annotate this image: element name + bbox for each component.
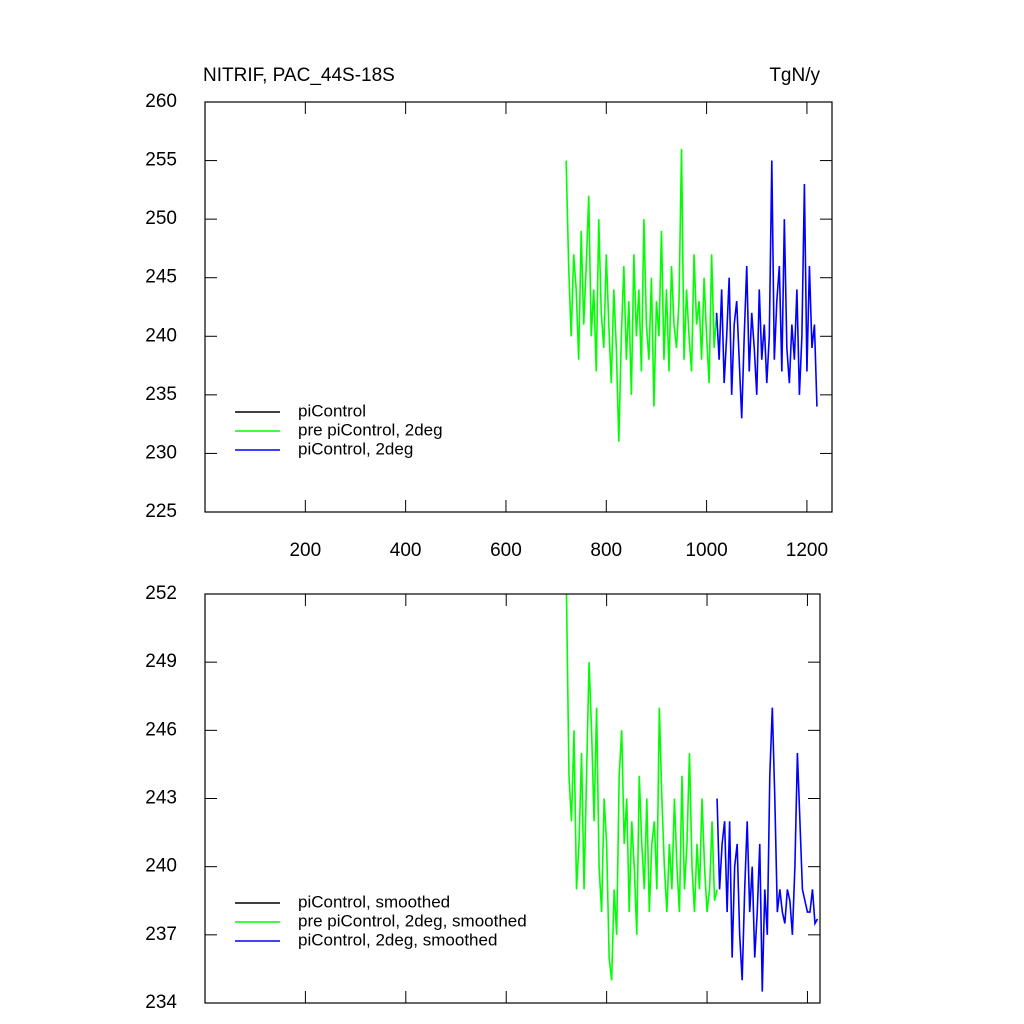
y-tick-label: 237 [145, 924, 177, 945]
y-tick-label: 250 [145, 208, 177, 229]
plot-frame [204, 101, 833, 513]
legend-label: pre piControl, 2deg [298, 420, 443, 439]
x-tick-label: 1000 [685, 540, 727, 561]
data-line [715, 160, 818, 419]
x-tick-label: 800 [590, 540, 622, 561]
chart-title: NITRIF, PAC_44S-18S [203, 65, 395, 86]
y-tick-label: 243 [145, 788, 177, 809]
x-tick-label: 1200 [786, 540, 828, 561]
plot: 234 237 240 243 246 249 252 piControl, smoothed… [145, 583, 821, 1013]
data-line [565, 148, 718, 442]
y-tick-label: 260 [145, 91, 177, 112]
y-tick-label: 252 [145, 583, 177, 604]
y-tick-label: 240 [145, 856, 177, 877]
y-tick-label: 240 [145, 325, 177, 346]
y-tick-label: 255 [145, 150, 177, 171]
y-tick-label: 234 [145, 992, 177, 1013]
y-tick-label: 249 [145, 651, 177, 672]
y-tick-label: 246 [145, 719, 177, 740]
legend-label: piControl, 2deg [298, 439, 413, 458]
data-line [565, 593, 718, 981]
y-tick-label: 245 [145, 267, 177, 288]
y-tick-label: 230 [145, 442, 177, 463]
legend-label: piControl [298, 401, 366, 420]
data-line [716, 707, 819, 992]
x-tick-label: 600 [490, 540, 522, 561]
legend-label: piControl, 2deg, smoothed [298, 930, 497, 949]
units-label: TgN/y [769, 65, 820, 86]
plot: 225 230 235 240 245 250 255 260 200 400 600 800 1000… [145, 65, 833, 561]
y-tick-label: 225 [145, 501, 177, 522]
legend-label: piControl, smoothed [298, 892, 450, 911]
legend-label: pre piControl, 2deg, smoothed [298, 911, 527, 930]
x-tick-label: 200 [289, 540, 321, 561]
y-tick-label: 235 [145, 384, 177, 405]
x-tick-label: 400 [390, 540, 422, 561]
